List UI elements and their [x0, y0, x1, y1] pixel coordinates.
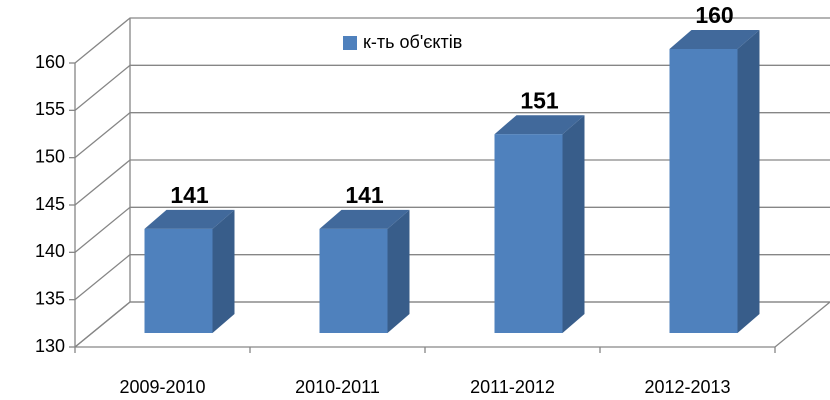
- bar-side: [212, 209, 235, 333]
- y-tick-label: 155: [35, 99, 65, 119]
- y-tick-label: 150: [35, 146, 65, 166]
- grid-line: [74, 112, 830, 159]
- grid-line: [74, 206, 830, 253]
- grid-line: [74, 159, 830, 206]
- bar-side: [387, 209, 410, 333]
- bar: [144, 228, 213, 333]
- y-tick-label: 160: [35, 52, 65, 72]
- bar-top: [144, 209, 235, 229]
- x-tick-label: 2012-2013: [644, 377, 730, 397]
- x-tick-label: 2009-2010: [119, 377, 205, 397]
- bar: [669, 49, 738, 333]
- value-label: 141: [170, 182, 209, 208]
- bar-top: [319, 209, 410, 229]
- legend-swatch: [343, 36, 357, 50]
- grid-line: [74, 64, 830, 111]
- bar-side: [737, 30, 760, 333]
- bar-top: [494, 115, 585, 135]
- y-tick-label: 145: [35, 194, 65, 214]
- y-tick-label: 130: [35, 336, 65, 356]
- y-tick-label: 140: [35, 241, 65, 261]
- y-tick-label: 135: [35, 288, 65, 308]
- grid-line: [74, 17, 830, 64]
- x-tick-label: 2010-2011: [295, 377, 380, 397]
- grid-line: [74, 301, 830, 348]
- value-label: 160: [695, 2, 733, 28]
- value-label: 141: [345, 182, 384, 208]
- legend-label: к-ть об'єктів: [363, 32, 462, 52]
- bar: [494, 134, 563, 333]
- grid-line: [74, 254, 830, 301]
- value-label: 151: [520, 87, 559, 113]
- bar: [319, 228, 388, 333]
- x-tick-label: 2011-2012: [470, 377, 555, 397]
- bar-side: [562, 115, 585, 333]
- bar-top: [669, 30, 760, 49]
